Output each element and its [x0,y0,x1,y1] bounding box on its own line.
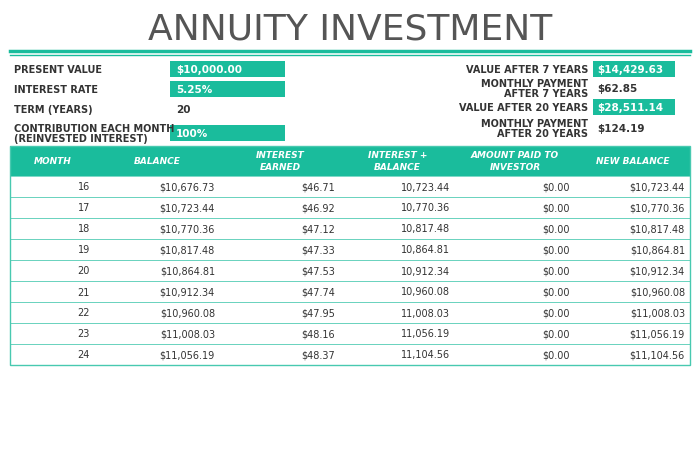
FancyBboxPatch shape [170,62,285,78]
FancyBboxPatch shape [10,198,690,219]
Text: $11,056.19: $11,056.19 [160,350,215,360]
Text: 22: 22 [78,308,90,318]
Text: 18: 18 [78,224,90,234]
Text: 10,960.08: 10,960.08 [401,287,450,297]
Text: 10,912.34: 10,912.34 [401,266,450,276]
Text: AMOUNT PAID TO: AMOUNT PAID TO [471,151,559,160]
FancyBboxPatch shape [10,147,690,177]
Text: $10,000.00: $10,000.00 [176,65,242,75]
Text: INTEREST +: INTEREST + [368,151,427,160]
Text: $47.53: $47.53 [301,266,335,276]
Text: $47.74: $47.74 [301,287,335,297]
Text: TERM (YEARS): TERM (YEARS) [14,105,92,115]
Text: $11,104.56: $11,104.56 [630,350,685,360]
Text: $47.33: $47.33 [301,245,335,255]
Text: $124.19: $124.19 [597,124,645,133]
Text: EARNED: EARNED [260,162,300,171]
Text: BALANCE: BALANCE [134,157,181,166]
Text: $62.85: $62.85 [597,84,637,94]
Text: $47.12: $47.12 [301,224,335,234]
Text: $14,429.63: $14,429.63 [597,65,663,75]
Text: MONTHLY PAYMENT: MONTHLY PAYMENT [481,79,588,89]
Text: $11,056.19: $11,056.19 [630,329,685,339]
FancyBboxPatch shape [10,323,690,344]
Text: $10,864.81: $10,864.81 [160,266,215,276]
Text: $48.16: $48.16 [302,329,335,339]
FancyBboxPatch shape [10,302,690,323]
FancyBboxPatch shape [593,100,675,116]
Text: BALANCE: BALANCE [374,162,421,171]
Text: $0.00: $0.00 [542,329,570,339]
Text: $10,676.73: $10,676.73 [160,182,215,192]
FancyBboxPatch shape [170,126,285,142]
Text: 20: 20 [176,105,190,115]
Text: 21: 21 [78,287,90,297]
Text: 11,008.03: 11,008.03 [401,308,450,318]
Text: 10,723.44: 10,723.44 [400,182,450,192]
Text: $0.00: $0.00 [542,266,570,276]
Text: INTEREST: INTEREST [256,151,304,160]
Text: PRESENT VALUE: PRESENT VALUE [14,65,102,75]
Text: 19: 19 [78,245,90,255]
Text: INVESTOR: INVESTOR [489,162,540,171]
FancyBboxPatch shape [10,260,690,281]
Text: $10,912.34: $10,912.34 [630,266,685,276]
Text: $10,864.81: $10,864.81 [630,245,685,255]
Text: $0.00: $0.00 [542,182,570,192]
Text: 10,864.81: 10,864.81 [401,245,450,255]
Text: MONTH: MONTH [34,157,71,166]
Text: $0.00: $0.00 [542,224,570,234]
Text: MONTHLY PAYMENT: MONTHLY PAYMENT [481,119,588,129]
FancyBboxPatch shape [593,62,675,78]
FancyBboxPatch shape [170,82,285,98]
Text: 11,056.19: 11,056.19 [401,329,450,339]
Text: 5.25%: 5.25% [176,85,212,95]
Text: 17: 17 [78,203,90,213]
Text: $47.95: $47.95 [301,308,335,318]
FancyBboxPatch shape [10,344,690,365]
Text: $46.92: $46.92 [301,203,335,213]
Text: $10,770.36: $10,770.36 [160,224,215,234]
Text: 24: 24 [78,350,90,360]
Text: $0.00: $0.00 [542,308,570,318]
Text: 10,817.48: 10,817.48 [401,224,450,234]
Text: $0.00: $0.00 [542,350,570,360]
Text: CONTRIBUTION EACH MONTH: CONTRIBUTION EACH MONTH [14,124,174,133]
FancyBboxPatch shape [10,177,690,198]
Text: $10,960.08: $10,960.08 [630,287,685,297]
Text: $10,770.36: $10,770.36 [629,203,685,213]
Text: $10,723.44: $10,723.44 [160,203,215,213]
Text: $11,008.03: $11,008.03 [630,308,685,318]
Text: VALUE AFTER 7 YEARS: VALUE AFTER 7 YEARS [466,65,588,75]
Text: 100%: 100% [176,129,209,139]
Text: $0.00: $0.00 [542,203,570,213]
Text: AFTER 20 YEARS: AFTER 20 YEARS [497,129,588,139]
Text: 16: 16 [78,182,90,192]
Text: AFTER 7 YEARS: AFTER 7 YEARS [504,89,588,99]
Text: 10,770.36: 10,770.36 [400,203,450,213]
Text: 20: 20 [78,266,90,276]
Text: $0.00: $0.00 [542,287,570,297]
Text: $10,912.34: $10,912.34 [160,287,215,297]
FancyBboxPatch shape [10,281,690,302]
Text: $11,008.03: $11,008.03 [160,329,215,339]
Text: $28,511.14: $28,511.14 [597,103,663,113]
Text: INTEREST RATE: INTEREST RATE [14,85,98,95]
Text: VALUE AFTER 20 YEARS: VALUE AFTER 20 YEARS [459,103,588,113]
FancyBboxPatch shape [10,239,690,260]
Text: $10,817.48: $10,817.48 [630,224,685,234]
Text: $48.37: $48.37 [301,350,335,360]
Text: NEW BALANCE: NEW BALANCE [596,157,669,166]
Text: $46.71: $46.71 [301,182,335,192]
Text: $10,723.44: $10,723.44 [629,182,685,192]
Text: $10,817.48: $10,817.48 [160,245,215,255]
FancyBboxPatch shape [10,219,690,239]
Text: (REINVESTED INTEREST): (REINVESTED INTEREST) [14,133,148,144]
Text: 23: 23 [78,329,90,339]
Text: ANNUITY INVESTMENT: ANNUITY INVESTMENT [148,13,552,47]
Text: $0.00: $0.00 [542,245,570,255]
Text: $10,960.08: $10,960.08 [160,308,215,318]
Text: 11,104.56: 11,104.56 [401,350,450,360]
